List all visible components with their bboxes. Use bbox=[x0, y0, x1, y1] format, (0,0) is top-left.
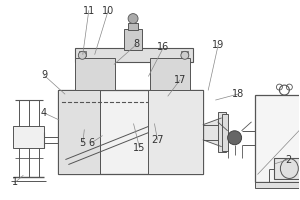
Bar bbox=[274, 158, 300, 179]
Bar bbox=[254, 95, 300, 182]
Circle shape bbox=[78, 51, 86, 59]
Circle shape bbox=[181, 51, 189, 59]
Text: 19: 19 bbox=[212, 40, 224, 50]
Circle shape bbox=[228, 131, 242, 145]
Bar bbox=[128, 23, 138, 30]
Text: 2: 2 bbox=[285, 155, 291, 165]
Bar bbox=[148, 90, 203, 174]
Text: 16: 16 bbox=[157, 42, 170, 52]
Text: 6: 6 bbox=[89, 138, 95, 148]
Polygon shape bbox=[203, 118, 222, 147]
Bar bbox=[254, 182, 300, 188]
Bar bbox=[13, 126, 44, 148]
Bar bbox=[222, 114, 228, 151]
Bar bbox=[181, 51, 188, 56]
Text: 10: 10 bbox=[102, 6, 114, 16]
Ellipse shape bbox=[280, 159, 298, 178]
Bar bbox=[124, 28, 142, 50]
Bar bbox=[58, 90, 203, 174]
Text: 8: 8 bbox=[134, 39, 140, 49]
Text: 17: 17 bbox=[174, 75, 186, 85]
Text: 27: 27 bbox=[151, 135, 164, 145]
Text: 4: 4 bbox=[41, 108, 47, 118]
Text: 1: 1 bbox=[12, 177, 18, 187]
Bar bbox=[150, 58, 190, 90]
Circle shape bbox=[128, 14, 138, 24]
Text: 18: 18 bbox=[232, 89, 244, 99]
Text: 9: 9 bbox=[41, 70, 47, 80]
Bar bbox=[218, 112, 226, 152]
Text: 15: 15 bbox=[134, 143, 146, 153]
Text: 11: 11 bbox=[83, 6, 95, 16]
Text: 5: 5 bbox=[80, 138, 86, 148]
Bar bbox=[79, 51, 86, 56]
Bar bbox=[75, 58, 115, 90]
Bar bbox=[75, 48, 193, 62]
Bar bbox=[58, 90, 100, 174]
